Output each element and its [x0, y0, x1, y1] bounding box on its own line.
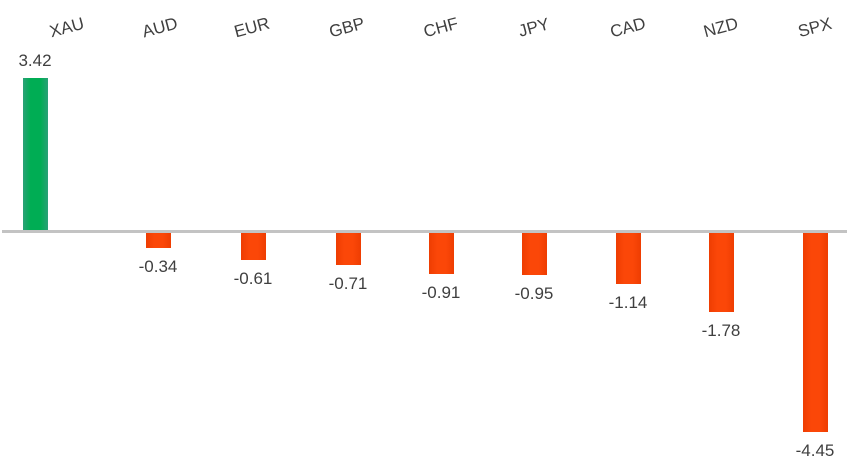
- bar-jpy: [521, 233, 547, 276]
- bar-spx: [802, 233, 828, 432]
- category-label-nzd: NZD: [701, 13, 741, 42]
- value-label-eur: -0.61: [233, 269, 273, 289]
- value-label-gbp: -0.71: [328, 273, 368, 293]
- value-label-cad: -1.14: [608, 292, 648, 312]
- bar-xau: [22, 77, 48, 230]
- category-label-gbp: GBP: [327, 13, 367, 42]
- category-label-chf: CHF: [421, 13, 461, 42]
- category-label-jpy: JPY: [516, 14, 552, 41]
- value-label-jpy: -0.95: [514, 284, 554, 304]
- value-label-aud: -0.34: [138, 257, 178, 277]
- category-label-aud: AUD: [140, 13, 180, 42]
- value-label-xau: 3.42: [18, 50, 52, 70]
- bar-aud: [145, 233, 171, 249]
- bar-chf: [428, 233, 454, 274]
- value-label-nzd: -1.78: [701, 321, 741, 341]
- bar-gbp: [335, 233, 361, 265]
- value-label-chf: -0.91: [421, 282, 461, 302]
- bar-nzd: [708, 233, 734, 313]
- category-label-xau: XAU: [47, 13, 87, 42]
- category-label-eur: EUR: [232, 13, 272, 42]
- value-label-spx: -4.45: [795, 440, 835, 460]
- bar-cad: [615, 233, 641, 284]
- zero-baseline: [2, 230, 847, 233]
- bar-eur: [240, 233, 266, 261]
- category-label-spx: SPX: [795, 13, 834, 42]
- category-label-cad: CAD: [608, 13, 648, 42]
